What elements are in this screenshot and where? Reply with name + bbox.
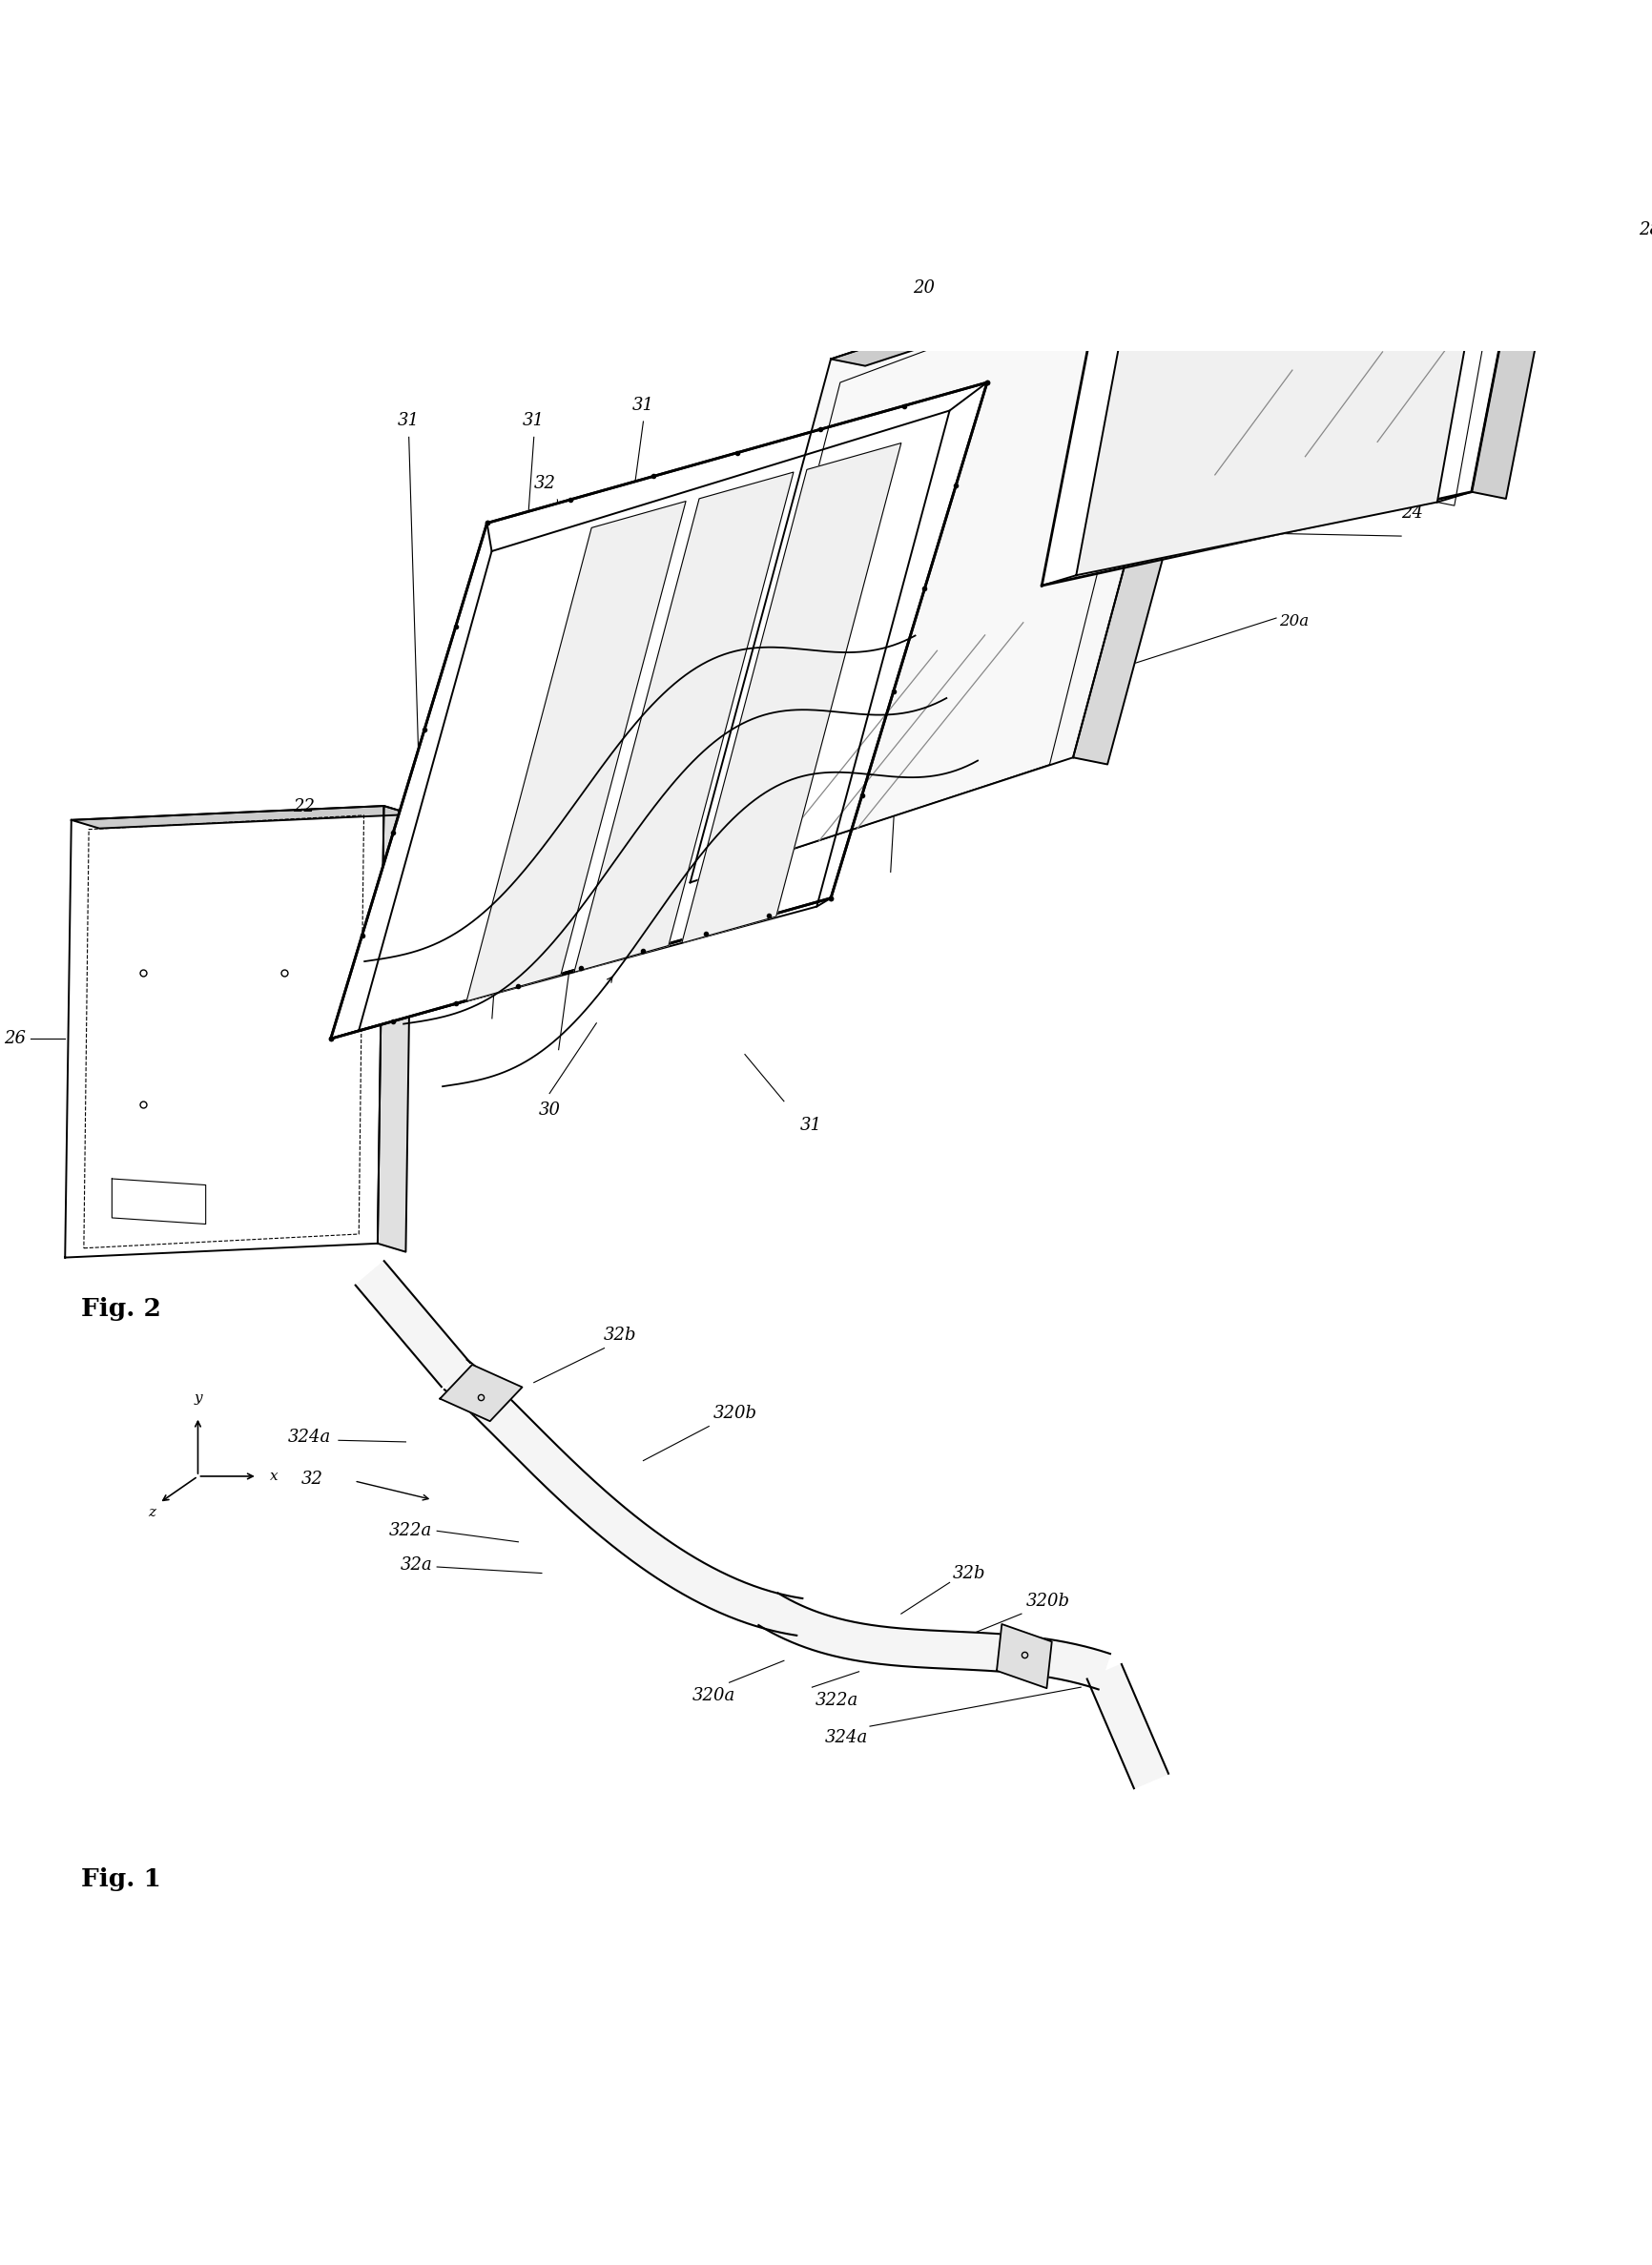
Polygon shape [758,1592,1110,1690]
Text: 322a: 322a [814,1692,857,1710]
Text: 26: 26 [3,1031,26,1046]
Text: 32: 32 [534,476,555,492]
Polygon shape [466,501,686,1001]
Polygon shape [355,1262,469,1386]
Text: z: z [147,1506,155,1520]
Polygon shape [71,806,411,829]
Polygon shape [831,233,1247,367]
Text: 32: 32 [301,1470,322,1488]
Polygon shape [681,444,900,942]
Polygon shape [330,383,986,1040]
Text: 320b: 320b [714,1404,757,1422]
Polygon shape [1072,233,1247,763]
Text: 324a: 324a [287,1429,330,1445]
Text: 324a: 324a [824,1730,867,1746]
Text: 24: 24 [1401,505,1422,521]
Polygon shape [1075,2,1526,575]
Text: 322a: 322a [388,1522,433,1540]
Polygon shape [64,806,383,1257]
Text: 32a: 32a [400,1556,433,1574]
Polygon shape [444,1359,801,1635]
Polygon shape [439,1366,522,1420]
Text: 31: 31 [633,396,654,414]
Text: x: x [269,1470,278,1484]
Text: 320a: 320a [692,1687,735,1703]
Text: 20: 20 [912,279,935,297]
Polygon shape [1470,0,1607,498]
Polygon shape [996,1624,1051,1687]
Polygon shape [112,1178,205,1223]
Text: Fig. 2: Fig. 2 [81,1296,160,1320]
Polygon shape [691,233,1213,883]
Text: 20a: 20a [1279,614,1308,630]
Text: 31: 31 [800,1117,821,1135]
Polygon shape [1041,0,1573,587]
Text: Fig. 1: Fig. 1 [81,1866,160,1891]
Polygon shape [573,471,793,972]
Text: y: y [193,1391,202,1404]
Polygon shape [1087,1665,1168,1789]
Text: 30: 30 [539,1101,560,1119]
Text: 20: 20 [879,424,900,442]
Text: 32: 32 [800,632,821,648]
Text: 22: 22 [292,797,316,815]
Text: 20b: 20b [1279,487,1308,503]
Text: 32b: 32b [952,1565,985,1581]
Text: 28: 28 [1637,222,1652,238]
Text: 31: 31 [398,412,420,430]
Polygon shape [1143,0,1607,68]
Text: 32b: 32b [603,1327,636,1343]
Text: 320b: 320b [1026,1592,1069,1610]
Text: 31: 31 [522,412,545,430]
Polygon shape [377,806,411,1253]
